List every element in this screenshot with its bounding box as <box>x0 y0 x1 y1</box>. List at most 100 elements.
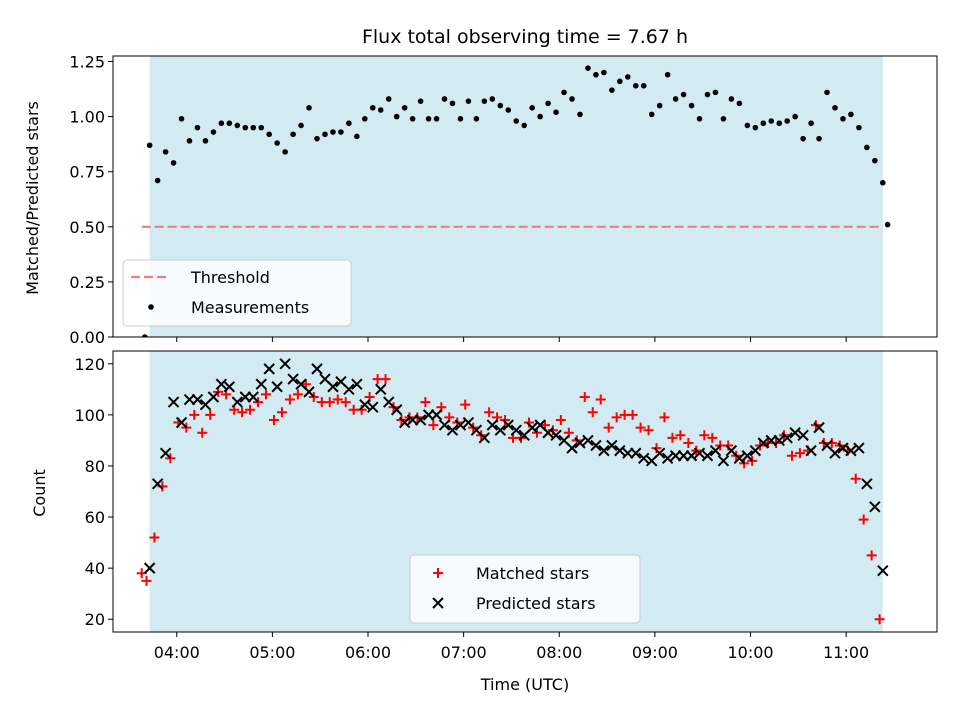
predicted-star-point <box>143 562 156 574</box>
measurement-point <box>569 96 575 102</box>
predicted-star-point <box>757 437 769 449</box>
measurement-point <box>202 138 209 144</box>
matched-star-point <box>340 397 351 408</box>
measurement-point <box>632 82 639 89</box>
predicted-star-point <box>311 363 323 375</box>
predicted-star-point <box>685 450 698 462</box>
measurement-point <box>680 91 687 98</box>
legend-measurement-label: Measurements <box>191 298 309 317</box>
measurement-point <box>322 131 328 138</box>
matched-star-point <box>276 407 287 418</box>
top-ylabel: Matched/Predicted stars <box>23 101 42 295</box>
matched-star-point <box>635 422 646 433</box>
measurement-point <box>553 109 559 115</box>
measurement-point <box>369 104 376 111</box>
y-tick-label: 1.25 <box>69 53 105 72</box>
predicted-star-point <box>375 383 387 396</box>
measurement-point <box>385 96 392 102</box>
measurement-point <box>840 116 846 122</box>
measurement-point <box>768 118 775 124</box>
measurement-point <box>170 160 177 166</box>
predicted-star-point <box>598 444 610 457</box>
y-tick-label: 120 <box>74 355 105 374</box>
measurement-point <box>178 116 185 122</box>
measurement-point <box>513 118 520 124</box>
measurement-point <box>640 82 647 89</box>
measurement-point <box>672 96 679 102</box>
measurement-point <box>314 135 320 142</box>
predicted-star-point <box>207 391 220 403</box>
matched-star-point <box>683 437 694 448</box>
matched-star-point <box>850 473 861 484</box>
measurement-point <box>226 120 233 127</box>
measurement-point <box>625 74 631 80</box>
matched-star-point <box>794 448 805 459</box>
measurement-point <box>832 104 838 111</box>
measurement-point <box>250 124 257 131</box>
measurement-point <box>142 334 148 337</box>
matched-star-point <box>659 412 670 423</box>
predicted-star-point <box>438 419 451 431</box>
measurement-point <box>330 129 336 135</box>
predicted-star-point <box>151 478 164 490</box>
measurement-point <box>481 98 488 104</box>
legend-matched-swatch <box>433 568 443 578</box>
predicted-star-point <box>606 439 618 452</box>
measurement-point <box>664 71 671 78</box>
predicted-star-point <box>351 378 363 390</box>
measurement-point <box>800 135 806 142</box>
measurement-point <box>617 78 623 85</box>
predicted-star-point <box>414 414 427 426</box>
predicted-star-point <box>231 396 244 408</box>
matched-star-point <box>707 432 718 443</box>
matched-star-point <box>189 409 200 420</box>
legend-threshold-label: Threshold <box>190 268 270 287</box>
matched-star-point <box>292 389 303 400</box>
x-tick-label: 08:00 <box>536 643 582 662</box>
predicted-star-point <box>223 381 236 393</box>
y-tick-label: 1.00 <box>69 108 105 127</box>
x-tick-label: 05:00 <box>249 643 295 662</box>
matched-star-point <box>603 422 614 433</box>
predicted-star-point <box>590 439 602 452</box>
y-tick-label: 0.00 <box>69 328 105 347</box>
predicted-star-point <box>877 564 889 577</box>
predicted-star-point <box>215 378 228 390</box>
predicted-star-point <box>861 478 873 490</box>
matched-star-point <box>332 394 343 405</box>
x-tick-label: 10:00 <box>727 643 773 662</box>
measurement-point <box>848 111 854 118</box>
matched-star-point <box>699 430 710 441</box>
measurement-point <box>736 100 743 107</box>
predicted-star-point <box>430 409 443 421</box>
y-tick-label: 60 <box>85 508 105 527</box>
predicted-star-point <box>279 358 291 370</box>
legend: Matched stars Predicted stars <box>409 554 641 624</box>
predicted-star-point <box>526 421 538 434</box>
legend-measurement-swatch <box>148 304 154 310</box>
measurement-point <box>354 133 360 140</box>
legend: Threshold Measurements <box>122 259 352 327</box>
measurement-point <box>561 89 567 96</box>
measurement-point <box>274 140 280 146</box>
y-tick-label: 100 <box>74 406 105 425</box>
predicted-star-point <box>263 363 275 375</box>
measurement-point <box>744 122 751 129</box>
measurement-point <box>497 102 504 109</box>
matched-star-point <box>205 409 216 420</box>
predicted-star-point <box>709 444 722 457</box>
predicted-star-point <box>853 442 865 454</box>
measurement-point <box>290 131 296 138</box>
matched-star-point <box>141 575 152 586</box>
measurement-point <box>824 89 830 96</box>
matched-star-point <box>874 614 885 625</box>
measurement-point <box>362 116 368 122</box>
measurement-point <box>338 129 344 135</box>
predicted-star-point <box>693 447 706 459</box>
predicted-star-point <box>510 424 522 436</box>
predicted-star-point <box>175 416 188 429</box>
predicted-star-point <box>789 427 801 439</box>
predicted-star-point <box>446 424 459 436</box>
y-tick-label: 40 <box>85 559 105 578</box>
